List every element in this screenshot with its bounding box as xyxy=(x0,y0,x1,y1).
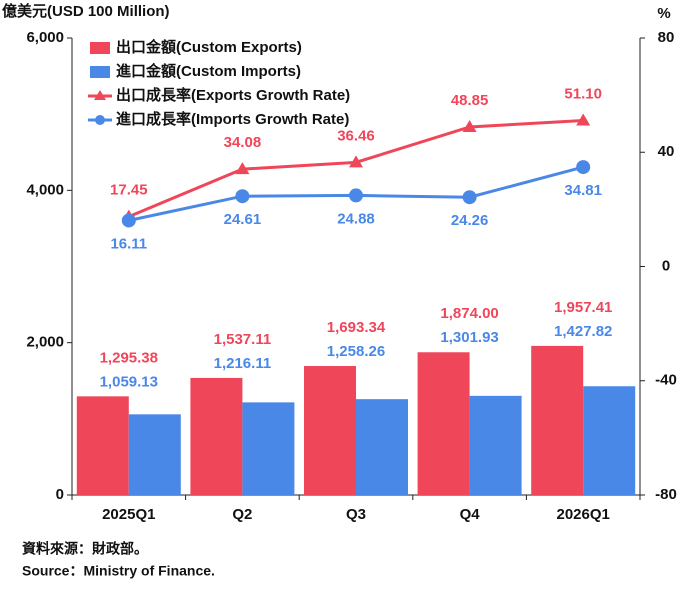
line-value-label: 17.45 xyxy=(110,182,148,199)
y-axis-label: 億美元(USD 100 Million) xyxy=(2,2,170,20)
legend-label: 進口金額(Custom Imports) xyxy=(116,62,301,80)
bar-value-label: 1,874.00 xyxy=(440,305,498,322)
bar-value-label: 1,295.38 xyxy=(100,349,158,366)
marker xyxy=(235,189,250,204)
line-value-label: 34.81 xyxy=(564,182,602,199)
marker xyxy=(462,190,477,205)
x-tick-label: 2026Q1 xyxy=(557,506,610,523)
y2-tick-label: 0 xyxy=(662,257,670,274)
bar-value-label: 1,301.93 xyxy=(440,329,498,346)
bar xyxy=(356,399,408,495)
y2-tick-label: 80 xyxy=(658,29,675,46)
bar xyxy=(190,377,243,495)
x-tick-label: Q3 xyxy=(346,506,366,523)
marker xyxy=(576,113,591,126)
line-value-label: 51.10 xyxy=(564,86,602,103)
marker xyxy=(349,188,363,203)
bar xyxy=(417,352,470,495)
line-value-label: 24.88 xyxy=(337,210,375,227)
y2-axis-label: % xyxy=(657,5,670,22)
bar-value-label: 1,059.13 xyxy=(100,373,158,390)
bar-value-label: 1,693.34 xyxy=(327,319,386,336)
bar xyxy=(531,345,584,495)
x-tick-label: Q4 xyxy=(460,506,481,523)
legend-swatch xyxy=(90,42,110,54)
source-note: Source：Ministry of Finance. xyxy=(22,563,215,579)
y-tick-label: 6,000 xyxy=(26,29,64,46)
bar-value-label: 1,216.11 xyxy=(214,355,272,372)
legend-label: 進口成長率(Imports Growth Rate) xyxy=(116,110,349,128)
source-note: 資料來源：財政部。 xyxy=(22,541,148,557)
line-value-label: 36.46 xyxy=(337,127,375,144)
line-value-label: 24.61 xyxy=(224,211,262,228)
line-value-label: 34.08 xyxy=(224,134,262,151)
y2-tick-label: 40 xyxy=(658,143,675,160)
bar xyxy=(304,366,356,495)
line-value-label: 48.85 xyxy=(451,92,489,109)
bar-value-label: 1,537.11 xyxy=(214,331,272,348)
bar-value-label: 1,957.41 xyxy=(554,299,612,316)
legend-marker xyxy=(94,90,106,100)
marker xyxy=(349,155,363,168)
marker xyxy=(462,119,477,132)
bar xyxy=(242,402,295,495)
bar xyxy=(76,396,129,495)
line-value-label: 16.11 xyxy=(110,235,147,252)
y-tick-label: 4,000 xyxy=(26,181,64,198)
marker xyxy=(576,160,591,175)
bar xyxy=(583,386,636,495)
bar xyxy=(128,414,181,495)
legend-label: 出口成長率(Exports Growth Rate) xyxy=(116,86,350,104)
line-value-label: 24.26 xyxy=(451,212,489,229)
marker xyxy=(121,213,136,228)
y2-tick-label: -80 xyxy=(655,486,677,503)
legend-swatch xyxy=(90,66,110,78)
x-tick-label: Q2 xyxy=(232,506,252,523)
bar xyxy=(469,395,522,495)
y-tick-label: 0 xyxy=(56,486,64,503)
bar-value-label: 1,258.26 xyxy=(327,343,385,360)
y2-tick-label: -40 xyxy=(655,372,677,389)
marker xyxy=(235,162,250,175)
legend-label: 出口金額(Custom Exports) xyxy=(116,38,302,56)
legend-marker xyxy=(95,115,105,125)
y-tick-label: 2,000 xyxy=(26,334,64,351)
bar-value-label: 1,427.82 xyxy=(554,323,612,340)
x-tick-label: 2025Q1 xyxy=(102,506,155,523)
